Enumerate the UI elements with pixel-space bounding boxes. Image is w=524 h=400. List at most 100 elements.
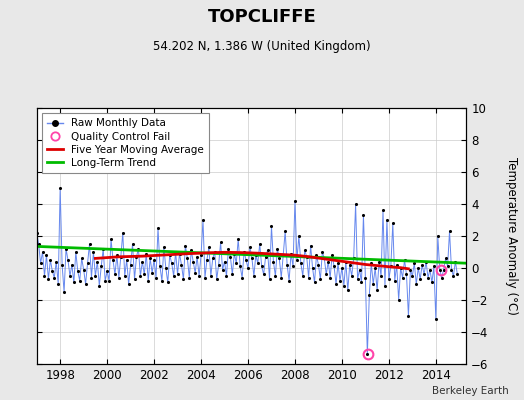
Point bbox=[176, 250, 184, 257]
Point bbox=[211, 249, 219, 255]
Point bbox=[142, 250, 150, 257]
Point bbox=[113, 252, 121, 258]
Point bbox=[352, 201, 360, 207]
Point bbox=[336, 278, 344, 284]
Point bbox=[438, 274, 446, 281]
Point bbox=[80, 266, 88, 273]
Point bbox=[85, 241, 94, 247]
Point bbox=[264, 247, 272, 254]
Point bbox=[166, 252, 174, 258]
Point bbox=[373, 287, 381, 294]
Point bbox=[75, 278, 84, 284]
Point bbox=[283, 262, 291, 268]
Point bbox=[267, 223, 276, 230]
Point bbox=[117, 254, 125, 260]
Point bbox=[216, 239, 225, 246]
Point bbox=[158, 278, 166, 284]
Point bbox=[152, 274, 160, 281]
Text: Berkeley Earth: Berkeley Earth bbox=[432, 386, 508, 396]
Point bbox=[163, 279, 172, 286]
Point bbox=[224, 246, 233, 252]
Point bbox=[330, 263, 339, 270]
Point bbox=[219, 266, 227, 273]
Point bbox=[447, 266, 456, 273]
Point bbox=[365, 292, 374, 298]
Point bbox=[338, 265, 346, 271]
Point bbox=[383, 217, 391, 223]
Point bbox=[279, 252, 287, 258]
Point bbox=[181, 242, 190, 249]
Point bbox=[95, 282, 104, 289]
Point bbox=[299, 273, 307, 279]
Point bbox=[183, 255, 192, 262]
Point bbox=[232, 260, 241, 266]
Point bbox=[203, 257, 211, 263]
Point bbox=[171, 249, 180, 255]
Point bbox=[249, 273, 258, 279]
Point bbox=[309, 265, 317, 271]
Point bbox=[123, 257, 131, 263]
Point bbox=[138, 258, 147, 265]
Point bbox=[125, 281, 133, 287]
Point bbox=[173, 271, 182, 278]
Legend: Raw Monthly Data, Quality Control Fail, Five Year Moving Average, Long-Term Tren: Raw Monthly Data, Quality Control Fail, … bbox=[42, 113, 209, 173]
Point bbox=[324, 258, 332, 265]
Point bbox=[400, 257, 409, 263]
Point bbox=[302, 254, 311, 260]
Point bbox=[304, 274, 313, 281]
Point bbox=[240, 249, 248, 255]
Point bbox=[328, 252, 336, 258]
Point bbox=[367, 260, 376, 266]
Point bbox=[226, 254, 235, 260]
Point bbox=[269, 258, 278, 265]
Point bbox=[353, 276, 362, 282]
Point bbox=[64, 257, 72, 263]
Point bbox=[428, 279, 436, 286]
Point bbox=[345, 262, 354, 268]
Point bbox=[277, 274, 286, 281]
Point bbox=[275, 255, 283, 262]
Point bbox=[234, 236, 243, 242]
Point bbox=[242, 257, 250, 263]
Point bbox=[441, 255, 450, 262]
Point bbox=[78, 255, 86, 262]
Point bbox=[432, 316, 440, 322]
Point bbox=[371, 265, 379, 271]
Point bbox=[93, 258, 102, 265]
Point bbox=[161, 265, 170, 271]
Point bbox=[310, 279, 319, 286]
Point bbox=[46, 257, 54, 263]
Point bbox=[416, 276, 424, 282]
Point bbox=[294, 233, 303, 239]
Point bbox=[297, 260, 305, 266]
Point bbox=[355, 266, 364, 273]
Point bbox=[389, 220, 397, 226]
Point bbox=[453, 271, 462, 278]
Point bbox=[220, 258, 228, 265]
Point bbox=[105, 278, 113, 284]
Point bbox=[443, 263, 452, 270]
Point bbox=[285, 278, 293, 284]
Point bbox=[205, 244, 213, 250]
Point bbox=[222, 273, 231, 279]
Point bbox=[412, 281, 420, 287]
Point bbox=[404, 313, 412, 319]
Point bbox=[132, 254, 140, 260]
Point bbox=[418, 262, 427, 268]
Point bbox=[424, 274, 432, 281]
Point bbox=[73, 268, 82, 274]
Point bbox=[58, 262, 67, 268]
Point bbox=[379, 207, 387, 214]
Point bbox=[402, 271, 411, 278]
Point bbox=[322, 271, 331, 278]
Point bbox=[160, 244, 168, 250]
Point bbox=[281, 228, 289, 234]
Point bbox=[154, 225, 162, 231]
Point bbox=[144, 278, 152, 284]
Point bbox=[359, 212, 368, 218]
Text: 54.202 N, 1.386 W (United Kingdom): 54.202 N, 1.386 W (United Kingdom) bbox=[153, 40, 371, 53]
Point bbox=[318, 249, 326, 255]
Point bbox=[146, 255, 155, 262]
Point bbox=[236, 263, 244, 270]
Point bbox=[109, 257, 117, 263]
